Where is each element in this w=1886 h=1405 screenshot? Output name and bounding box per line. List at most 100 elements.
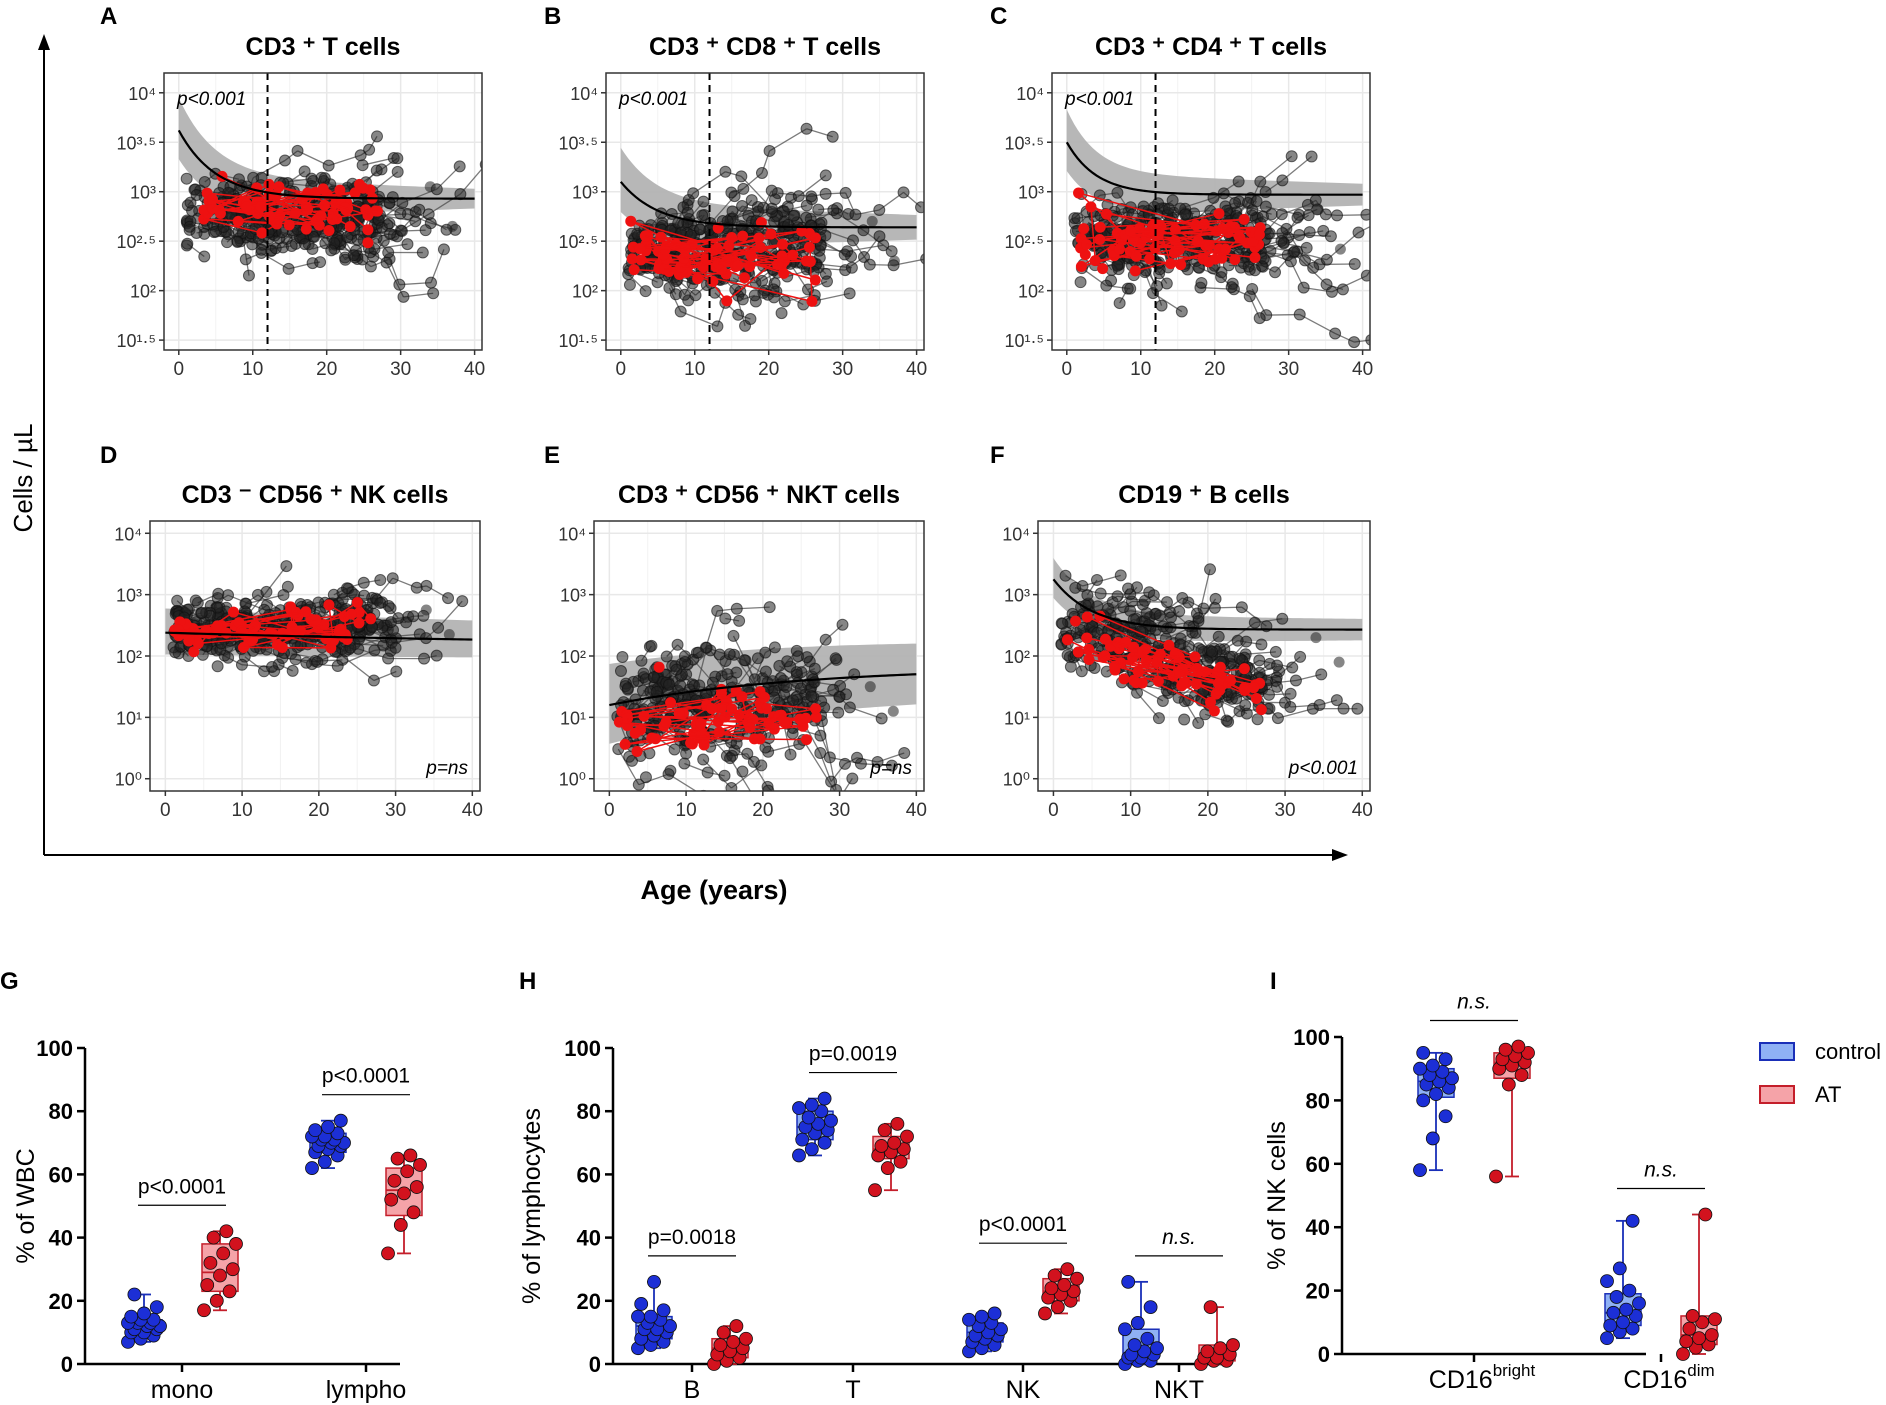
at-trajectory-segment [1088, 648, 1220, 692]
data-point-control [420, 604, 432, 616]
data-point-at [1078, 223, 1090, 235]
data-point-control [1348, 336, 1361, 349]
data-point-control [663, 678, 676, 691]
data-point-at [334, 623, 346, 635]
data-point-control [897, 186, 910, 199]
x-tick-superscript: dim [1687, 1361, 1714, 1380]
data-point-control [391, 165, 404, 178]
data-point-control [792, 799, 803, 810]
shared-x-label: Age (years) [640, 875, 787, 905]
data-point-control [358, 589, 371, 602]
data-point [222, 1284, 237, 1299]
data-point-at [665, 697, 677, 709]
data-point-control [512, 156, 523, 167]
data-point [219, 1224, 234, 1239]
y-tick-label: 100 [36, 1036, 73, 1061]
trajectory-segment [809, 810, 828, 823]
at-trajectory-segment [1157, 218, 1245, 232]
at-trajectory-segment [260, 192, 356, 208]
y-tick-label: 10⁰ [115, 770, 142, 790]
x-tick-label: lympho [326, 1376, 407, 1404]
data-point-control [1264, 244, 1277, 257]
at-trajectory-segment [779, 707, 816, 717]
data-point [225, 1262, 240, 1277]
at-box [381, 1148, 427, 1261]
data-point-control [443, 629, 455, 641]
data-point-control [1111, 259, 1124, 272]
at-trajectory-segment [1099, 615, 1196, 658]
plot-area [609, 601, 917, 823]
data-point-control [1312, 204, 1324, 216]
data-point [1050, 1300, 1065, 1315]
x-tick-label: NK [1006, 1376, 1041, 1404]
at-trajectory-segment [212, 187, 257, 210]
y-tick-label: 10² [572, 282, 598, 302]
data-point-control [843, 701, 856, 714]
data-point-control [711, 320, 724, 333]
data-point [663, 1319, 677, 1333]
data-point-control [422, 208, 435, 221]
y-tick-label: 60 [577, 1162, 601, 1187]
data-point-control [784, 748, 797, 761]
data-point-control [736, 765, 749, 778]
data-point-control [1276, 612, 1289, 625]
data-point-control [830, 783, 843, 791]
plot-area [1065, 109, 1370, 349]
data-point-control [792, 190, 805, 203]
data-point-control [662, 768, 675, 781]
data-point-control [948, 259, 959, 270]
data-point [409, 1180, 424, 1194]
data-point [634, 1297, 649, 1311]
data-point-control [1269, 645, 1282, 658]
data-point-control [183, 220, 196, 233]
data-point-control [814, 239, 827, 252]
data-point-control [395, 224, 408, 237]
data-point-control [719, 165, 732, 178]
confidence-band [1066, 109, 1363, 211]
data-point [1127, 1338, 1142, 1352]
data-point [387, 1173, 402, 1188]
x-tick-label: 0 [616, 359, 627, 380]
data-point-control [732, 308, 745, 321]
data-point-control [1276, 174, 1289, 187]
data-point-at [1255, 704, 1267, 716]
data-point-control [1215, 271, 1228, 284]
data-point-control [1294, 650, 1307, 663]
data-point [893, 1154, 908, 1169]
fit-line [609, 673, 917, 707]
data-point-control [651, 276, 664, 289]
data-point-control [1325, 285, 1338, 298]
shared-y-label: Cells / µL [8, 424, 38, 533]
data-point-control [368, 644, 381, 657]
comparison-p-value: n.s. [1162, 1226, 1196, 1249]
data-point-control [728, 190, 741, 203]
data-point-control [221, 236, 234, 249]
data-point-control [678, 288, 691, 301]
data-point-control [639, 285, 652, 298]
data-point-control [427, 287, 440, 300]
at-box [707, 1319, 753, 1371]
panel-frame [1051, 72, 1371, 351]
control-points [180, 130, 523, 303]
data-point-control [190, 189, 203, 202]
data-point-control [424, 181, 436, 193]
shared-x-arrowhead [1332, 849, 1348, 861]
data-point-control [1285, 150, 1298, 163]
y-tick-label: 60 [1306, 1152, 1330, 1177]
data-point [1121, 1274, 1136, 1289]
at-trajectory-segment [328, 604, 335, 641]
data-point-control [674, 679, 687, 692]
data-point-at [1097, 263, 1109, 275]
comparison-p-value: p=0.0018 [648, 1226, 736, 1249]
data-point-control [389, 641, 402, 654]
data-point [631, 1309, 645, 1324]
data-point-control [222, 589, 235, 602]
trajectory-segment [710, 195, 736, 224]
at-trajectory-segment [238, 220, 277, 225]
data-point-control [805, 690, 818, 703]
data-point-control [456, 595, 469, 608]
data-point [333, 1113, 348, 1128]
